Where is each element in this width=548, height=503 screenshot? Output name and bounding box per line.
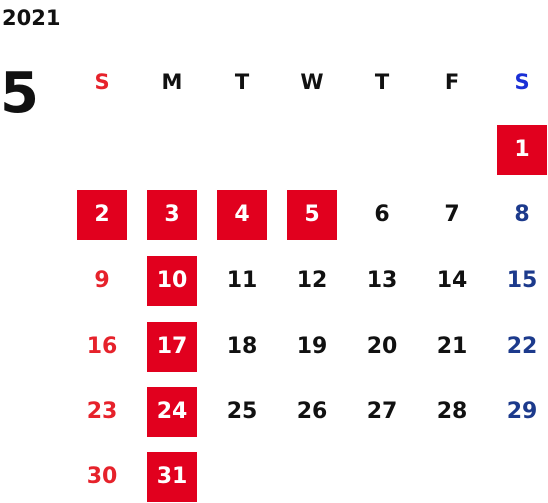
day-cell: 21 bbox=[436, 334, 468, 359]
year-label: 2021 bbox=[2, 6, 61, 30]
day-cell: 29 bbox=[506, 399, 538, 424]
day-cell-holiday: 5 bbox=[287, 190, 337, 240]
weekday-header: T bbox=[374, 69, 390, 94]
day-cell-holiday: 2 bbox=[77, 190, 127, 240]
weekday-header: F bbox=[444, 69, 460, 94]
day-cell: 19 bbox=[296, 334, 328, 359]
month-label: 5 bbox=[0, 61, 39, 126]
day-cell: 12 bbox=[296, 268, 328, 293]
day-cell-holiday: 31 bbox=[147, 452, 197, 502]
day-cell: 27 bbox=[366, 399, 398, 424]
day-cell: 23 bbox=[86, 399, 118, 424]
day-cell-holiday: 1 bbox=[497, 125, 547, 175]
day-cell: 11 bbox=[226, 268, 258, 293]
day-cell: 28 bbox=[436, 399, 468, 424]
weekday-header: M bbox=[161, 69, 183, 94]
weekday-header: T bbox=[234, 69, 250, 94]
day-cell: 20 bbox=[366, 334, 398, 359]
day-cell: 18 bbox=[226, 334, 258, 359]
day-cell-holiday: 17 bbox=[147, 322, 197, 372]
day-cell: 7 bbox=[444, 202, 460, 227]
day-cell: 14 bbox=[436, 268, 468, 293]
day-cell: 15 bbox=[506, 268, 538, 293]
day-cell: 13 bbox=[366, 268, 398, 293]
weekday-header: W bbox=[300, 69, 324, 94]
day-cell: 6 bbox=[374, 202, 390, 227]
day-cell-holiday: 3 bbox=[147, 190, 197, 240]
day-cell: 8 bbox=[514, 202, 530, 227]
day-cell: 16 bbox=[86, 334, 118, 359]
day-cell: 26 bbox=[296, 399, 328, 424]
day-cell-holiday: 4 bbox=[217, 190, 267, 240]
weekday-header: S bbox=[514, 69, 530, 94]
day-cell-holiday: 24 bbox=[147, 387, 197, 437]
weekday-header: S bbox=[94, 69, 110, 94]
day-cell: 22 bbox=[506, 334, 538, 359]
day-cell: 30 bbox=[86, 464, 118, 489]
day-cell: 9 bbox=[94, 268, 110, 293]
day-cell: 25 bbox=[226, 399, 258, 424]
day-cell-holiday: 10 bbox=[147, 256, 197, 306]
